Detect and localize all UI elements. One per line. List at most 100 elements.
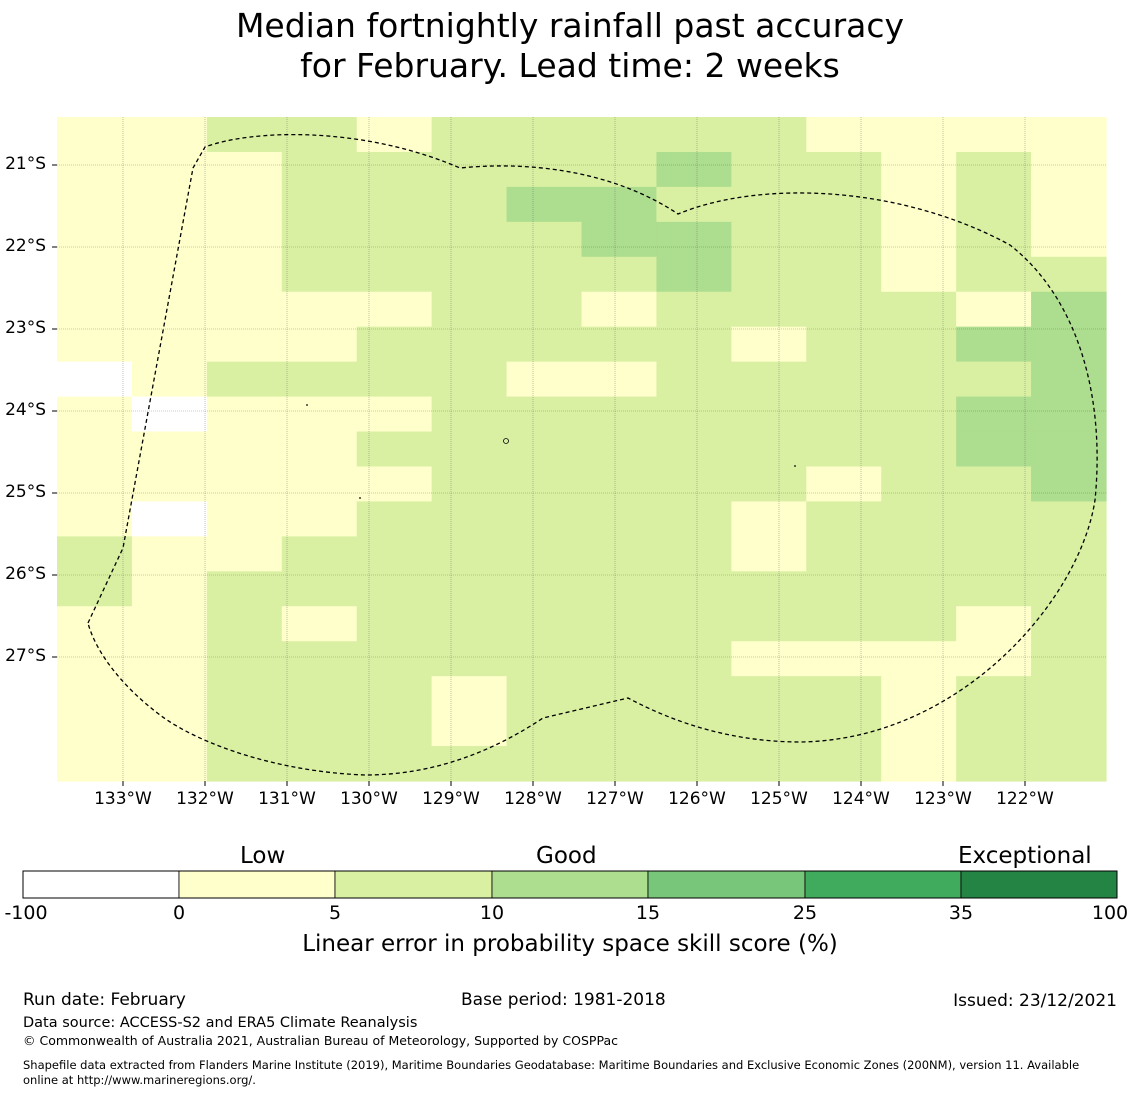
colorbar-category-exceptional: Exceptional [958, 843, 1092, 869]
grid-cell [1031, 431, 1107, 468]
island-marker [503, 438, 509, 444]
grid-cell [731, 501, 807, 537]
grid-cell [731, 221, 807, 258]
grid-cell [131, 186, 208, 223]
grid-cell [581, 571, 658, 607]
grid-cell [356, 431, 433, 468]
lat-label: 21°S [5, 154, 46, 174]
grid-cell [281, 606, 358, 642]
grid-cell [1031, 326, 1107, 363]
grid-cell [581, 431, 658, 468]
grid-cell [281, 676, 358, 712]
grid-cell [131, 571, 208, 607]
grid-cell [356, 221, 433, 258]
grid-cell [506, 326, 583, 363]
grid-cell [1031, 117, 1107, 153]
grid-cell [431, 186, 508, 223]
grid-cell [356, 536, 433, 572]
grid-cell [356, 746, 433, 782]
grid-cell [806, 291, 882, 328]
grid-cell [656, 431, 732, 468]
grid-cell [356, 186, 433, 223]
grid-cell [57, 746, 133, 782]
lat-label: 23°S [5, 318, 46, 338]
colorbar-label: Linear error in probability space skill … [302, 931, 838, 957]
grid-cell [356, 571, 433, 607]
grid-cell [956, 256, 1032, 293]
graticule [57, 117, 1106, 781]
grid-cell [1031, 571, 1107, 607]
grid-cell [131, 746, 208, 782]
lat-label: 24°S [5, 400, 46, 420]
grid-cell [581, 256, 658, 293]
grid-cell [431, 641, 508, 677]
grid-cell [57, 221, 133, 258]
grid-cell [656, 536, 732, 572]
grid-cell [356, 117, 433, 153]
grid-cell [581, 501, 658, 537]
lon-label: 124°W [832, 789, 890, 809]
grid-cell [131, 466, 208, 503]
grid-cell [1031, 711, 1107, 747]
grid-cell [431, 571, 508, 607]
grid-cell [206, 606, 283, 642]
grid-cell [1031, 641, 1107, 677]
colorbar-tick-label: 0 [172, 902, 186, 924]
grid-cell [1031, 256, 1107, 293]
lon-label: 129°W [422, 789, 480, 809]
grid-cell [281, 466, 358, 503]
colorbar-tick-label: 15 [635, 902, 661, 924]
grid-cell [356, 711, 433, 747]
grid-cell [1031, 676, 1107, 712]
grid-cell [731, 256, 807, 293]
grid-cell [881, 431, 957, 468]
grid-cell [57, 571, 133, 607]
shapefile-credit-line-1: Shapefile data extracted from Flanders M… [23, 1058, 1080, 1072]
grid-cell [206, 291, 283, 328]
colorbar-outline [22, 870, 1118, 899]
grid-cell [431, 746, 508, 782]
grid-cell [881, 501, 957, 537]
grid-cell [281, 151, 358, 188]
lat-label: 25°S [5, 482, 46, 502]
grid-cell [956, 291, 1032, 328]
grid-cell [431, 256, 508, 293]
title-line-1: Median fortnightly rainfall past accurac… [235, 6, 905, 45]
grid-cell [57, 431, 133, 468]
axis-ticks [52, 164, 1026, 786]
grid-cell [431, 606, 508, 642]
grid-cell [881, 466, 957, 503]
grid-cell [806, 676, 882, 712]
colorbar-segment [960, 870, 1118, 899]
grid-cell [881, 711, 957, 747]
grid-cell [356, 361, 433, 398]
grid-cell [356, 676, 433, 712]
grid-cell [57, 291, 133, 328]
run-date: Run date: February [23, 990, 186, 1010]
grid-cell [656, 606, 732, 642]
grid-cell [806, 536, 882, 572]
grid-cell [581, 466, 658, 503]
grid-cell [956, 361, 1032, 398]
grid-cell [656, 291, 732, 328]
colorbar-category-good: Good [536, 843, 597, 869]
lon-label: 131°W [258, 789, 316, 809]
grid-cell [656, 711, 732, 747]
grid-cell [506, 536, 583, 572]
grid-cell [581, 641, 658, 677]
colorbar-tick-label: 10 [479, 902, 505, 924]
grid-cell [956, 606, 1032, 642]
grid-cell [806, 641, 882, 677]
grid-cell [506, 711, 583, 747]
grid-cell [806, 606, 882, 642]
grid-cell [356, 256, 433, 293]
lon-label: 127°W [586, 789, 644, 809]
grid-cell [131, 431, 208, 468]
grid-cell [281, 571, 358, 607]
grid-cell [656, 641, 732, 677]
grid-cell [956, 151, 1032, 188]
grid-cell [656, 361, 732, 398]
grid-cell [206, 221, 283, 258]
grid-cell [656, 571, 732, 607]
grid-cell [806, 221, 882, 258]
